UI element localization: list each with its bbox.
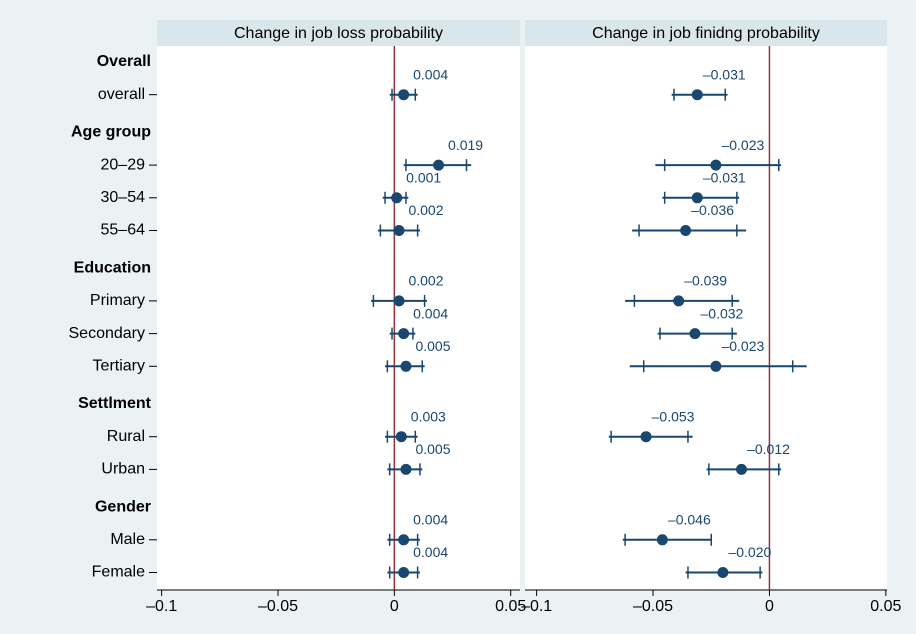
value-label: 0.004: [413, 544, 448, 560]
point: [736, 463, 748, 475]
value-label: –0.032: [701, 305, 744, 321]
point: [717, 567, 729, 578]
group-header: Age group: [71, 124, 151, 141]
point: [640, 431, 652, 443]
value-label: –0.039: [684, 273, 727, 289]
value-label: –0.053: [652, 408, 695, 424]
y-tick-label: Male: [110, 531, 145, 548]
point: [393, 225, 405, 236]
value-label: 0.019: [448, 137, 483, 153]
x-tick-label: 0.05: [870, 598, 901, 615]
plot-area: [525, 46, 887, 590]
y-tick-label: overall: [98, 86, 145, 103]
value-label: –0.046: [668, 512, 711, 528]
point: [710, 159, 722, 171]
y-tick-label: Tertiary: [93, 358, 145, 375]
point: [398, 328, 410, 340]
point: [680, 225, 692, 236]
point: [691, 192, 703, 204]
value-label: 0.002: [408, 202, 443, 218]
x-tick-label: –0.05: [258, 598, 298, 615]
point: [400, 360, 412, 372]
y-tick-label: Rural: [107, 428, 145, 445]
point: [689, 328, 701, 340]
group-header: Settlment: [78, 395, 152, 412]
panel-title: Change in job loss probability: [234, 25, 443, 42]
x-tick-label: 0.05: [495, 598, 526, 615]
point: [398, 567, 410, 578]
value-label: –0.023: [721, 338, 764, 354]
point: [433, 159, 445, 171]
value-label: 0.004: [413, 66, 448, 82]
y-tick-label: 30–54: [101, 189, 146, 206]
value-label: 0.004: [413, 305, 448, 321]
x-tick-label: 0: [765, 598, 774, 615]
value-label: 0.002: [408, 273, 443, 289]
point: [395, 431, 407, 443]
strip: [525, 20, 887, 46]
y-tick-label: 20–29: [101, 156, 146, 173]
value-label: 0.001: [406, 170, 441, 186]
y-tick-label: Urban: [101, 461, 145, 478]
x-tick-label: –0.1: [521, 598, 552, 615]
x-tick-label: 0: [390, 598, 399, 615]
value-label: –0.012: [747, 441, 790, 457]
group-header: Gender: [95, 498, 151, 515]
strip: [157, 20, 520, 46]
value-label: 0.005: [415, 441, 450, 457]
point: [400, 463, 412, 475]
point: [673, 295, 685, 307]
value-label: –0.031: [703, 66, 746, 82]
value-label: –0.031: [703, 170, 746, 186]
plot-area: [157, 46, 520, 590]
value-label: 0.005: [415, 338, 450, 354]
group-header: Overall: [97, 53, 151, 70]
y-tick-label: Secondary: [69, 325, 146, 342]
value-label: –0.036: [691, 202, 734, 218]
x-tick-label: –0.05: [633, 598, 673, 615]
y-tick-label: 55–64: [101, 222, 146, 239]
point: [391, 192, 403, 204]
group-header: Education: [74, 259, 151, 276]
point: [398, 534, 410, 546]
y-tick-label: Female: [92, 564, 145, 581]
point: [691, 89, 703, 101]
value-label: 0.003: [411, 408, 446, 424]
point: [656, 534, 668, 546]
value-label: –0.020: [728, 544, 771, 560]
point: [710, 360, 722, 372]
panel-title: Change in job finidng probability: [592, 25, 820, 42]
point: [398, 89, 410, 101]
y-tick-label: Primary: [90, 292, 145, 309]
value-label: 0.004: [413, 512, 448, 528]
point: [393, 295, 405, 307]
value-label: –0.023: [721, 137, 764, 153]
x-tick-label: –0.1: [146, 598, 177, 615]
